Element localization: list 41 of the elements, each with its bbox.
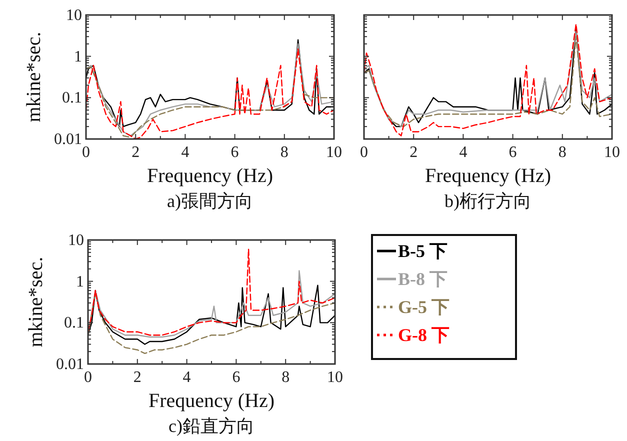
x-tick-label: 10 bbox=[326, 144, 342, 161]
line-series bbox=[88, 248, 335, 336]
legend-label: B-8 下 bbox=[398, 269, 448, 289]
x-tick-label: 10 bbox=[327, 369, 343, 386]
x-tick-label: 0 bbox=[360, 144, 368, 161]
legend-label: G-8 下 bbox=[398, 325, 450, 345]
x-tick-label: 6 bbox=[508, 144, 517, 161]
x-tick-label: 2 bbox=[132, 144, 140, 161]
legend-label: B-5 下 bbox=[398, 241, 448, 261]
x-tick-label: 2 bbox=[133, 369, 142, 386]
x-tick-label: 10 bbox=[604, 144, 620, 161]
x-tick-label: 8 bbox=[282, 369, 290, 386]
x-tick-label: 2 bbox=[410, 144, 418, 161]
y-axis-title: mkine*sec. bbox=[23, 32, 45, 122]
text: b)桁行方向 bbox=[444, 191, 532, 211]
x-tick-label: 0 bbox=[84, 369, 92, 386]
x-axis-title: Frequency (Hz) bbox=[146, 165, 274, 187]
x-tick-label: 6 bbox=[232, 369, 240, 386]
x-tick-label: 6 bbox=[230, 144, 239, 161]
y-axis-title: mkine*sec. bbox=[25, 256, 47, 348]
x-tick-label: 4 bbox=[181, 144, 190, 161]
x-tick-label: 8 bbox=[280, 144, 288, 161]
line-series bbox=[88, 284, 335, 345]
x-tick-label: 0 bbox=[82, 144, 90, 161]
legend-label: G-5 下 bbox=[398, 297, 450, 317]
y-tick-label: 10 bbox=[66, 7, 82, 24]
x-tick-label: 8 bbox=[558, 144, 566, 161]
y-tick-label: 1 bbox=[74, 48, 82, 66]
y-tick-label: 0.01 bbox=[56, 356, 84, 373]
text: c)鉛直方向 bbox=[168, 416, 254, 436]
x-tick-label: 4 bbox=[459, 144, 468, 161]
y-tick-label: 0.1 bbox=[64, 314, 84, 332]
text: a)張間方向 bbox=[167, 191, 253, 211]
line-series bbox=[88, 270, 335, 338]
x-axis-title: Frequency (Hz) bbox=[148, 390, 275, 412]
x-axis-title: Frequency (Hz) bbox=[424, 165, 552, 187]
y-tick-label: 0.01 bbox=[54, 131, 82, 148]
y-tick-label: 0.1 bbox=[62, 90, 82, 107]
x-tick-label: 4 bbox=[182, 369, 191, 386]
y-tick-label: 10 bbox=[68, 232, 84, 249]
y-tick-label: 1 bbox=[76, 273, 84, 290]
